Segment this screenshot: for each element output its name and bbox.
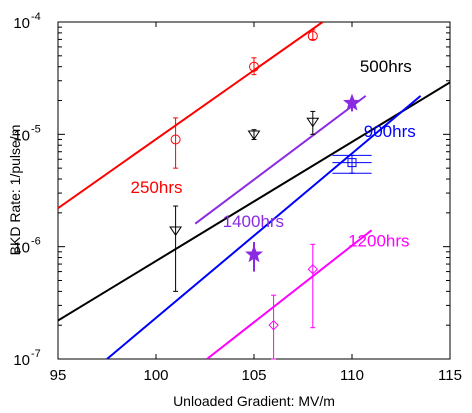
- x-tick-label-4: 115: [438, 367, 462, 384]
- y-tick-exponent-2: -5: [31, 123, 41, 135]
- series-3-fit-line: [194, 95, 367, 225]
- series-1-point-0-marker: [169, 226, 183, 237]
- y-tick-exponent-1: -6: [31, 236, 41, 248]
- y-axis-title: BKD Rate: 1/pulse/m: [7, 125, 23, 256]
- y-tick-exponent-3: -4: [31, 11, 41, 23]
- series-2-fit-line: [106, 95, 422, 359]
- x-tick-label-2: 105: [241, 367, 266, 384]
- series-0-point-0-marker: [170, 134, 181, 145]
- series-labels: 250hrs 500hrs 900hrs 1400hrs 1200hrs: [131, 57, 416, 251]
- series-3-label: 1400hrs: [223, 212, 284, 231]
- series-1-point-2-marker: [306, 117, 320, 128]
- data-points: [169, 29, 372, 360]
- x-tick-label-0: 95: [50, 367, 67, 384]
- x-tick-label-3: 110: [340, 367, 364, 384]
- series-0-label: 250hrs: [131, 178, 183, 197]
- series-0-fit-line: [58, 22, 324, 210]
- series-2-label: 900hrs: [364, 122, 416, 141]
- y-tick-label-1: 10: [13, 240, 30, 257]
- series-3-point-0-marker: [245, 245, 263, 263]
- series-4-point-1-marker: [307, 263, 319, 275]
- series-1-point-1-marker: [247, 130, 261, 141]
- series-4-fit-line: [206, 229, 373, 359]
- y-tick-label-2: 10: [13, 127, 30, 144]
- x-axis-title: Unloaded Gradient: MV/m: [173, 393, 335, 409]
- series-2-point-0-marker: [347, 158, 357, 168]
- series-1-label: 500hrs: [360, 57, 412, 76]
- series-4-label: 1200hrs: [348, 232, 409, 251]
- x-tick-label-1: 100: [143, 367, 168, 384]
- y-tick-label-3: 10: [13, 15, 30, 32]
- fit-lines: [58, 22, 450, 359]
- plot-area: [57, 21, 451, 360]
- series-3-point-1-marker: [343, 93, 361, 111]
- series-0-point-2-marker: [307, 31, 318, 42]
- series-4-point-0-marker: [268, 319, 279, 331]
- y-tick-label-0: 10: [13, 352, 30, 369]
- series-1-fit-line: [58, 81, 450, 322]
- y-tick-exponent-0: -7: [31, 348, 41, 360]
- series-0-point-1-marker: [249, 61, 259, 72]
